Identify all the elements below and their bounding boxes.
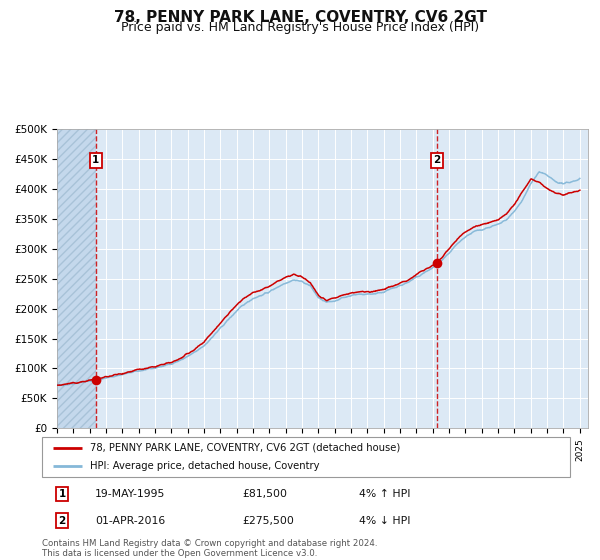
Text: Price paid vs. HM Land Registry's House Price Index (HPI): Price paid vs. HM Land Registry's House …: [121, 21, 479, 34]
Text: 4% ↑ HPI: 4% ↑ HPI: [359, 489, 410, 499]
Text: £81,500: £81,500: [242, 489, 287, 499]
Text: 19-MAY-1995: 19-MAY-1995: [95, 489, 165, 499]
Text: 01-APR-2016: 01-APR-2016: [95, 516, 165, 526]
Text: 1: 1: [92, 155, 100, 165]
Text: 1: 1: [58, 489, 65, 499]
Text: 4% ↓ HPI: 4% ↓ HPI: [359, 516, 410, 526]
Bar: [57, 129, 96, 428]
Text: 78, PENNY PARK LANE, COVENTRY, CV6 2GT: 78, PENNY PARK LANE, COVENTRY, CV6 2GT: [113, 10, 487, 25]
Text: 2: 2: [58, 516, 65, 526]
Text: HPI: Average price, detached house, Coventry: HPI: Average price, detached house, Cove…: [89, 461, 319, 471]
Text: 2: 2: [433, 155, 440, 165]
FancyBboxPatch shape: [42, 437, 570, 477]
Text: Contains HM Land Registry data © Crown copyright and database right 2024.
This d: Contains HM Land Registry data © Crown c…: [42, 539, 377, 558]
Text: £275,500: £275,500: [242, 516, 295, 526]
Text: 78, PENNY PARK LANE, COVENTRY, CV6 2GT (detached house): 78, PENNY PARK LANE, COVENTRY, CV6 2GT (…: [89, 443, 400, 452]
